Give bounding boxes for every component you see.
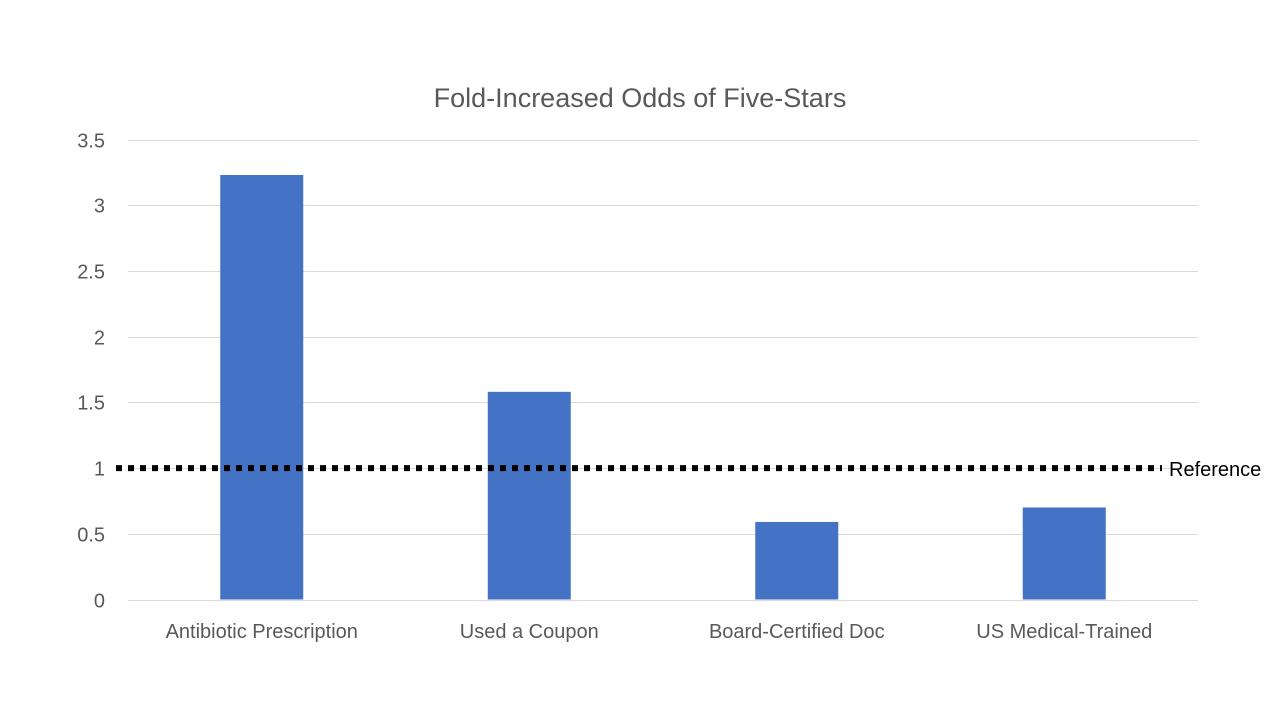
x-tick-label: Antibiotic Prescription — [166, 621, 358, 643]
bar — [220, 174, 304, 600]
reference-line-label: Reference — [1169, 459, 1261, 481]
y-tick-label: 3.5 — [77, 131, 105, 153]
y-tick-label: 0 — [94, 591, 105, 613]
y-tick-label: 0.5 — [77, 525, 105, 547]
y-tick-label: 3 — [94, 196, 105, 218]
bar — [755, 521, 839, 600]
y-tick-label: 1.5 — [77, 393, 105, 415]
y-tick-label: 2.5 — [77, 262, 105, 284]
gridlines — [128, 140, 1198, 601]
x-tick-label: Board-Certified Doc — [709, 621, 885, 643]
y-tick-label: 1 — [94, 459, 105, 481]
bars — [220, 174, 1106, 600]
y-tick-label: 2 — [94, 328, 105, 350]
x-tick-label: US Medical-Trained — [976, 621, 1152, 643]
y-axis-ticks: 0 0.5 1 1.5 2 2.5 3 3.5 — [77, 131, 105, 613]
reference-line-group: Reference — [116, 459, 1261, 481]
bar — [1022, 507, 1106, 600]
x-axis-ticks: Antibiotic Prescription Used a Coupon Boar… — [166, 621, 1153, 643]
bar — [487, 391, 571, 600]
x-tick-label: Used a Coupon — [460, 621, 599, 643]
chart-title: Fold-Increased Odds of Five-Stars — [434, 83, 847, 113]
